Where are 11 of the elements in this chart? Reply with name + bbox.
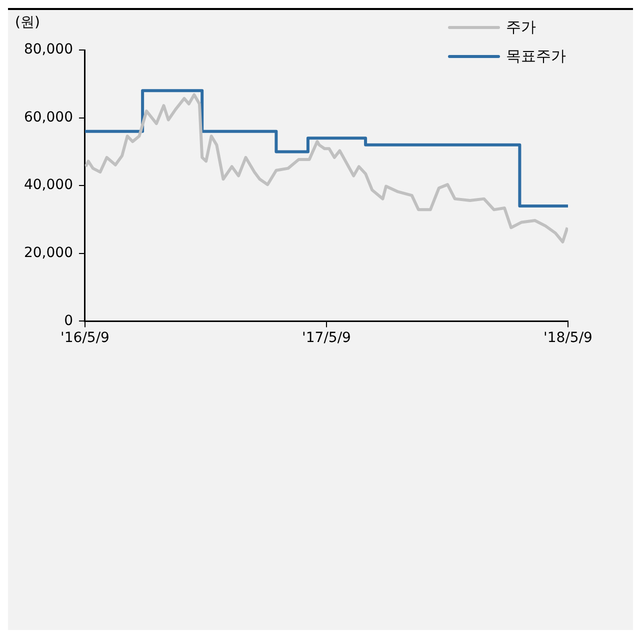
x-tick-label: '18/5/9 bbox=[544, 330, 592, 346]
y-tick-label: 20,000 bbox=[24, 245, 73, 262]
y-tick-label: 0 bbox=[64, 312, 73, 329]
y-tick-label: 60,000 bbox=[24, 109, 73, 126]
y-tick-label: 40,000 bbox=[24, 177, 73, 194]
legend-label: 목표주가 bbox=[506, 47, 566, 66]
x-tick-label: '17/5/9 bbox=[302, 330, 351, 346]
legend-label: 주가 bbox=[506, 18, 536, 37]
x-tick-label: '16/5/9 bbox=[60, 330, 110, 346]
y-axis-title: (원) bbox=[14, 14, 40, 31]
y-tick-label: 80,000 bbox=[24, 42, 73, 58]
